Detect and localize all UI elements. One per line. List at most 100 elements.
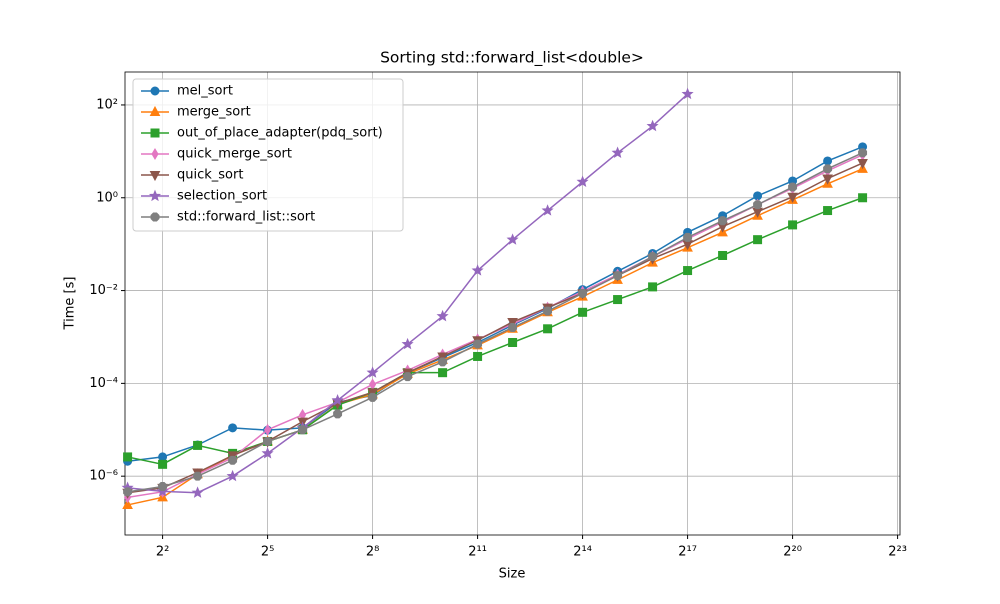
series-line xyxy=(127,152,863,493)
legend-label: quick_sort xyxy=(177,168,243,183)
marker xyxy=(158,452,168,462)
marker xyxy=(151,148,159,160)
marker xyxy=(858,193,868,203)
plot-frame xyxy=(124,71,901,536)
marker xyxy=(298,425,308,435)
marker xyxy=(613,295,623,305)
marker xyxy=(261,447,274,459)
y-tick-label: 10² xyxy=(96,97,118,112)
series-line xyxy=(127,162,863,494)
marker xyxy=(683,266,693,276)
marker xyxy=(368,392,378,402)
marker xyxy=(858,148,868,158)
marker xyxy=(753,235,763,245)
marker xyxy=(191,486,204,498)
marker xyxy=(366,366,379,378)
marker xyxy=(438,357,448,367)
x-axis-label: Size xyxy=(499,567,526,582)
marker xyxy=(753,191,763,201)
marker xyxy=(437,352,448,363)
x-tick-label: 2²³ xyxy=(888,545,907,560)
marker xyxy=(578,307,588,317)
legend-label: std::forward_list::sort xyxy=(177,210,315,225)
marker xyxy=(578,288,588,298)
marker xyxy=(823,164,833,174)
marker xyxy=(149,105,161,116)
legend-label: mel_sort xyxy=(177,84,233,99)
marker xyxy=(264,423,272,436)
marker xyxy=(718,216,728,226)
marker xyxy=(646,119,659,132)
marker xyxy=(123,452,133,462)
y-tick-label: 10⁻⁴ xyxy=(89,376,118,391)
marker xyxy=(473,351,483,361)
marker xyxy=(228,423,238,433)
marker xyxy=(263,436,273,446)
y-tick-label: 10⁻² xyxy=(89,283,118,298)
marker xyxy=(822,174,833,185)
marker xyxy=(226,469,239,482)
marker xyxy=(541,204,554,216)
marker xyxy=(150,128,160,138)
marker xyxy=(648,252,658,262)
marker xyxy=(718,250,728,260)
marker xyxy=(681,87,694,100)
marker xyxy=(333,409,343,419)
marker xyxy=(508,323,518,332)
legend-box xyxy=(132,78,404,232)
marker xyxy=(787,192,798,203)
marker xyxy=(823,156,833,166)
marker xyxy=(543,324,553,334)
x-tick-label: 2² xyxy=(156,545,169,560)
marker xyxy=(611,146,624,158)
marker xyxy=(857,159,868,170)
marker xyxy=(508,337,518,347)
marker xyxy=(228,455,238,465)
marker xyxy=(788,220,798,230)
x-tick-label: 2²⁰ xyxy=(783,545,802,560)
chart-title: Sorting std::forward_list<double> xyxy=(380,49,644,68)
marker xyxy=(122,498,133,509)
x-tick-label: 2⁸ xyxy=(366,545,379,560)
series-line xyxy=(127,146,863,462)
marker xyxy=(148,189,162,202)
marker xyxy=(543,306,553,316)
x-tick-label: 2¹⁷ xyxy=(678,545,697,560)
marker xyxy=(403,372,413,382)
series-line xyxy=(127,197,863,466)
marker xyxy=(613,271,623,281)
x-tick-label: 2¹⁴ xyxy=(573,545,592,560)
marker xyxy=(753,200,763,210)
marker xyxy=(193,440,203,450)
marker xyxy=(576,175,589,187)
legend: mel_sort merge_sort out_of_place_adapter(p… xyxy=(132,78,404,232)
marker xyxy=(150,86,160,96)
x-tick-label: 2⁵ xyxy=(261,545,274,560)
marker xyxy=(158,459,168,469)
marker xyxy=(473,339,483,349)
x-tick-label: 2¹¹ xyxy=(468,545,487,560)
marker xyxy=(648,282,658,292)
marker xyxy=(507,318,518,329)
marker xyxy=(683,232,693,242)
y-tick-label: 10⁰ xyxy=(96,190,118,205)
y-axis-label: Time [s] xyxy=(63,277,78,331)
marker xyxy=(506,233,519,245)
marker xyxy=(401,337,414,350)
marker xyxy=(788,182,798,192)
marker xyxy=(823,206,833,216)
marker xyxy=(123,487,133,497)
marker xyxy=(331,394,344,406)
legend-label: selection_sort xyxy=(177,189,267,204)
legend-label: out_of_place_adapter(pdq_sort) xyxy=(177,126,383,141)
legend-label: quick_merge_sort xyxy=(177,147,292,162)
marker xyxy=(438,368,448,378)
marker xyxy=(436,309,449,322)
marker xyxy=(158,482,168,491)
y-tick-label: 10⁻⁶ xyxy=(89,469,118,484)
marker xyxy=(471,264,484,276)
legend-label: merge_sort xyxy=(177,105,251,120)
marker xyxy=(150,212,160,222)
marker xyxy=(149,171,161,182)
